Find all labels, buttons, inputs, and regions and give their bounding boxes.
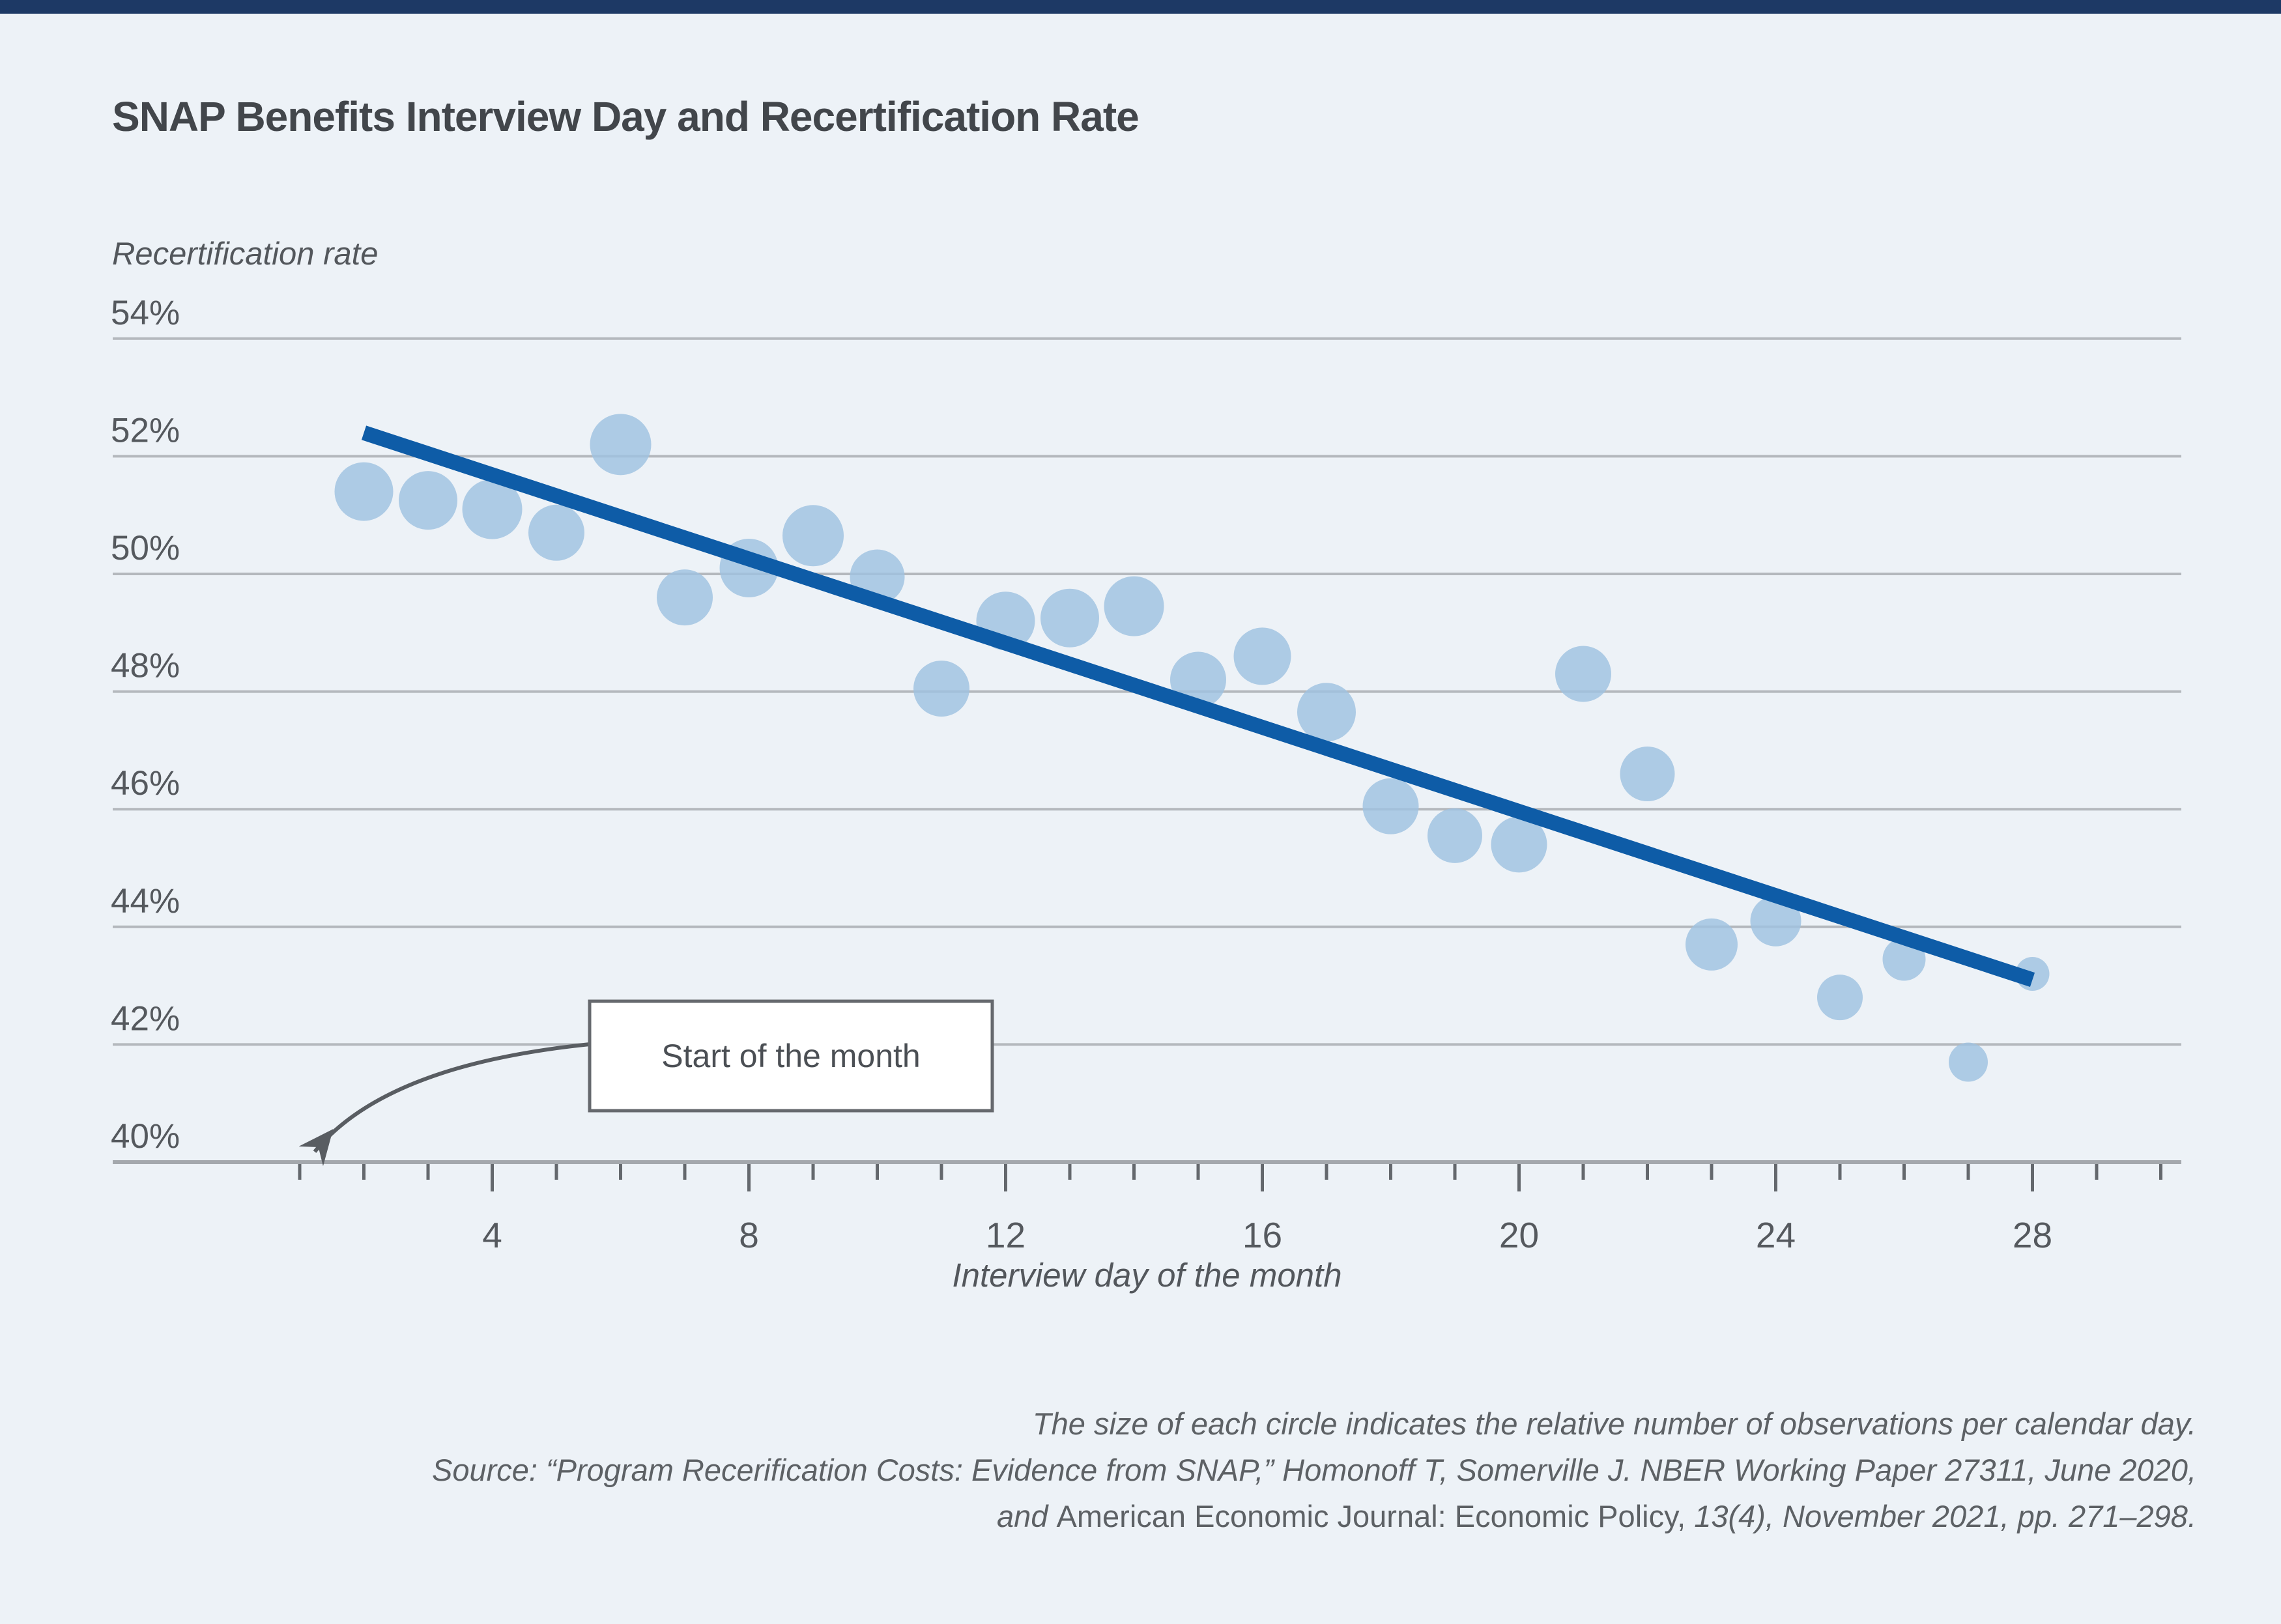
footer-line-3-issue: 13(4), November 2021, pp. 271–298.	[1694, 1499, 2196, 1533]
gridlines-layer: 54% 52% 50% 48% 46% 44% 42% 40%	[111, 294, 2181, 1156]
data-point-day-25	[1817, 975, 1863, 1021]
data-point-day-20	[1491, 816, 1547, 873]
footer-line-3-and: and	[997, 1499, 1057, 1533]
y-tick-label-54: 54%	[111, 294, 180, 332]
y-tick-label-52: 52%	[111, 411, 180, 449]
data-point-day-21	[1555, 646, 1611, 702]
source-note: The size of each circle indicates the re…	[432, 1401, 2196, 1539]
data-point-day-22	[1620, 747, 1675, 802]
page-title: SNAP Benefits Interview Day and Recertif…	[112, 93, 1140, 140]
data-point-day-17	[1297, 683, 1356, 742]
y-tick-label-44: 44%	[111, 882, 180, 920]
x-axis-title: Interview day of the month	[952, 1257, 1342, 1294]
trend-line-layer	[361, 425, 2035, 987]
footer-line-2: Source: “Program Recerification Costs: E…	[431, 1453, 2196, 1487]
annotation-label: Start of the month	[661, 1038, 920, 1074]
x-tick-label-24: 24	[1756, 1215, 1796, 1255]
x-tick-label-4: 4	[482, 1215, 502, 1255]
data-points-layer	[334, 414, 2050, 1082]
data-point-day-14	[1104, 576, 1164, 636]
data-point-day-19	[1427, 808, 1482, 863]
footer-line-3-journal: American Economic Journal: Economic Poli…	[1056, 1499, 1695, 1533]
data-point-day-6	[590, 414, 652, 476]
data-point-day-16	[1233, 627, 1291, 685]
data-point-day-18	[1362, 778, 1419, 834]
y-tick-label-46: 46%	[111, 764, 180, 803]
data-point-day-9	[782, 505, 844, 567]
data-point-day-11	[913, 661, 969, 717]
data-point-day-2	[334, 462, 394, 521]
y-tick-label-48: 48%	[111, 647, 180, 685]
y-tick-label-42: 42%	[111, 999, 180, 1038]
x-tick-label-20: 20	[1499, 1215, 1539, 1255]
annotation-callout: Start of the month	[298, 999, 994, 1167]
top-accent-bar	[0, 0, 2281, 14]
annotation-arrow	[298, 1042, 590, 1167]
y-tick-label-40: 40%	[111, 1117, 180, 1156]
data-point-day-13	[1040, 588, 1099, 648]
data-point-day-23	[1686, 918, 1738, 971]
footer-line-1: The size of each circle indicates the re…	[1032, 1406, 2196, 1441]
data-point-day-3	[399, 471, 457, 530]
footer-line-3: and American Economic Journal: Economic …	[432, 1493, 2196, 1539]
y-tick-label-50: 50%	[111, 529, 180, 567]
data-point-day-5	[528, 504, 584, 561]
x-tick-label-16: 16	[1242, 1215, 1282, 1255]
y-axis-title: Recertification rate	[112, 236, 379, 272]
axis-layer: 4 8 12 16 20 24 28	[113, 1160, 2181, 1255]
data-point-day-4	[462, 479, 523, 539]
trend-line	[361, 425, 2035, 987]
data-point-day-7	[657, 569, 713, 626]
data-point-day-27	[1949, 1042, 1988, 1082]
x-tick-label-8: 8	[739, 1215, 759, 1255]
annotation-box	[588, 999, 994, 1113]
data-point-day-24	[1750, 895, 1801, 947]
x-tick-label-12: 12	[986, 1215, 1026, 1255]
x-tick-label-28: 28	[2013, 1215, 2052, 1255]
